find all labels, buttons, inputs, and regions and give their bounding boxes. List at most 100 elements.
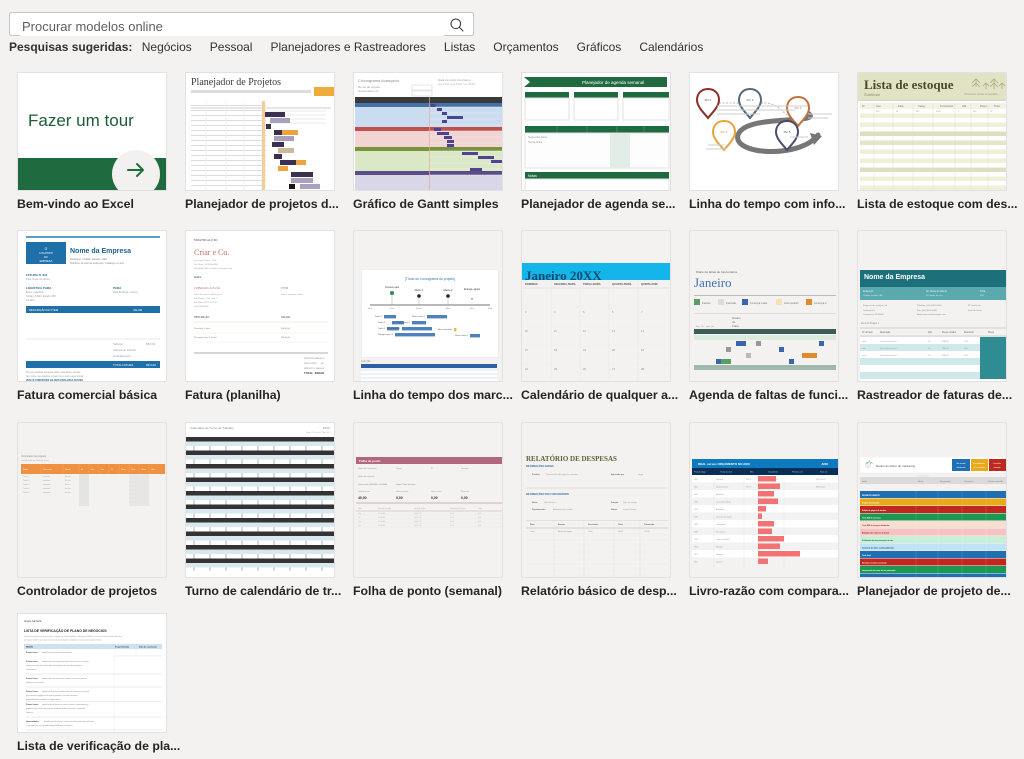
svg-text:DESCONTO: DESCONTO (304, 362, 317, 365)
svg-text:R$1,00: R$1,00 (746, 479, 752, 481)
svg-text:Data da fatura: Data da fatura (968, 309, 983, 312)
svg-text:Teste A/B de imagens aleatória: Teste A/B de imagens aleatórias (862, 524, 889, 527)
svg-text:Sr/ Nome do cliente: Sr/ Nome do cliente (926, 290, 948, 293)
svg-text:Qua: Qua (358, 521, 361, 523)
svg-text:Equipamento de: Equipamento de (716, 486, 728, 489)
svg-text:Publicação de demonstração do: Publicação de demonstração do site (862, 539, 893, 542)
svg-text:Preço: Preço (988, 331, 995, 334)
svg-text:Dados do plano de marketing: Dados do plano de marketing (876, 464, 916, 468)
svg-text:Cronograma Avançado: Cronograma Avançado (358, 78, 400, 83)
svg-text:VALOR: VALOR (133, 308, 142, 312)
svg-text:20: 20 (612, 348, 615, 352)
svg-text:FATURA N. 001: FATURA N. 001 (26, 273, 48, 277)
svg-text:DESCRIÇÃO DO ITEM: DESCRIÇÃO DO ITEM (29, 307, 59, 312)
svg-text:Segunda-feira: Segunda-feira (528, 135, 547, 139)
svg-text:Para: Nome do cliente...: Para: Nome do cliente... (26, 278, 52, 281)
svg-text:Ajuda de viagem: Ajuda de viagem (558, 530, 573, 533)
svg-text:11: 11 (554, 329, 557, 333)
svg-text:Título do item: Título do item (720, 471, 732, 474)
svg-text:Cidade, estado CEP: Cidade, estado CEP (863, 294, 883, 297)
svg-text:Teste: Teste (588, 530, 593, 533)
svg-text:Projeto de conteúdo: Projeto de conteúdo (862, 502, 880, 505)
svg-text:Ter: Ter (701, 326, 704, 328)
svg-text:Tarefa 5: Tarefa 5 (23, 492, 30, 494)
svg-text:Email: pessoa@exemplo.com: Email: pessoa@exemplo.com (917, 314, 946, 316)
svg-text:25: 25 (554, 367, 557, 371)
svg-text:Data de conclusão: Data de conclusão (139, 646, 157, 649)
svg-text:Seu nome, seu telefone número: Seu nome, seu telefone número ou e-mail,… (26, 375, 84, 378)
svg-text:Total: Total (994, 104, 1000, 108)
svg-text:Comentário: Comentário (964, 480, 973, 483)
svg-text:TOTAL FATURA: TOTAL FATURA (113, 363, 133, 367)
svg-text:Pin 2: Pin 2 (747, 98, 754, 102)
svg-text:Marco 1: Marco 1 (415, 289, 424, 292)
svg-text:negócios.: negócios. (26, 712, 34, 714)
svg-text:VALOR: VALOR (281, 316, 290, 319)
svg-text:Em andamento: Em andamento (973, 462, 985, 465)
svg-text:Conteúdo de redes sociais publ: Conteúdo de redes sociais publicado (862, 547, 895, 550)
svg-text:Orçamento: Orçamento (768, 471, 779, 474)
svg-text:00:00 AM: 00:00 AM (378, 524, 386, 527)
svg-text:Tarefa 4: Tarefa 4 (23, 488, 30, 490)
svg-text:R$1,00: R$1,00 (746, 487, 752, 489)
svg-text:São Paulo, SP 00 000-000: São Paulo, SP 00 000-000 (194, 301, 218, 304)
svg-text:Feriado: Feriado (726, 301, 737, 305)
svg-text:8,00: 8,00 (478, 525, 481, 527)
svg-text:Endereço, Cidade, Estado, CEP: Endereço, Cidade, Estado, CEP (70, 257, 107, 261)
svg-text:Previsto até: Previsto até (792, 471, 803, 474)
svg-text:Nome: Nome (23, 469, 29, 471)
svg-text:Jorge: Jorge (638, 474, 644, 476)
svg-text:R$0,00: R$0,00 (942, 341, 949, 343)
svg-text:00X4: 00X4 (694, 502, 698, 504)
svg-text:Tarefa 2: Tarefa 2 (23, 480, 30, 482)
svg-text:00X5: 00X5 (694, 509, 698, 511)
svg-text:e que oferecem uma grande opor: e que oferecem uma grande oportunidade p… (26, 724, 74, 727)
svg-text:00:00 PM: 00:00 PM (414, 521, 422, 523)
svg-text:Hora de saída: Hora de saída (414, 508, 425, 510)
svg-text:Real até: Real até (820, 471, 828, 474)
svg-text:00X1: 00X1 (694, 479, 698, 481)
svg-text:Entrega marco 2: Entrega marco 2 (378, 333, 394, 336)
svg-text:Terça-feira: Terça-feira (528, 140, 543, 144)
svg-text:Fim: Fim (91, 469, 95, 471)
svg-text:00:00: 00:00 (450, 525, 454, 527)
svg-text:Nome da empresa: Nome da empresa (358, 476, 375, 478)
svg-text:Lançamento do novo site de pro: Lançamento do novo site de promoção (862, 569, 896, 572)
svg-text:DESCRIÇÃO: DESCRIÇÃO (194, 316, 209, 319)
svg-text:Procurar neste inventário: Procurar neste inventário (964, 92, 998, 96)
svg-text:Pin 4: Pin 4 (721, 130, 728, 134)
svg-text:Valor: Valor (618, 523, 623, 526)
svg-text:Cargo: Cargo (396, 468, 402, 470)
svg-text:Categ: Categ (918, 104, 925, 108)
svg-text:Descrição do item 3: Descrição do item 3 (880, 354, 899, 357)
svg-text:Revisão executiva concluída: Revisão executiva concluída (862, 562, 887, 565)
svg-text:Marco atividade: Marco atividade (438, 328, 453, 331)
svg-text:COBRANÇA Prefix: COBRANÇA Prefix (194, 286, 221, 290)
svg-text:oficialmente: oficialmente (956, 466, 965, 469)
svg-text:R$00,00: R$00,00 (315, 372, 325, 375)
svg-text:Prior: Prior (131, 469, 136, 471)
svg-text:Data de conclusão: Data de conclusão (988, 480, 1003, 483)
svg-text:Morte: Argentina: Morte: Argentina (26, 291, 44, 294)
svg-text:Em dia: Em dia (65, 476, 71, 478)
svg-text:10%: 10% (964, 348, 968, 350)
svg-text:Teste final: Teste final (862, 554, 871, 557)
svg-text:Desconto: Desconto (964, 331, 974, 334)
svg-text:Nome da Empresa: Nome da Empresa (70, 248, 131, 255)
svg-text:Pin 3: Pin 3 (795, 106, 802, 110)
svg-text:DOMINGO: DOMINGO (525, 282, 538, 286)
svg-text:Fornecedor: Fornecedor (940, 104, 953, 108)
svg-text:Pontos fortes:: Pontos fortes: (26, 677, 39, 680)
svg-text:Função: Função (611, 501, 619, 504)
svg-text:R$0,00: R$0,00 (942, 355, 949, 357)
svg-text:Rep. de vendas: Rep. de vendas (623, 502, 637, 504)
svg-text:seg 01/01 qua 03/01 sex 05/01: seg 01/01 qua 03/01 sex 05/01 (438, 82, 475, 86)
svg-text:Início: Início (390, 308, 396, 310)
svg-text:Custo: Custo (141, 468, 147, 471)
svg-text:Fase: Fase (368, 308, 373, 310)
svg-text:Data: Data (530, 523, 535, 526)
svg-text:Depto: Teste de depto: Depto: Teste de depto (396, 483, 416, 486)
svg-text:xxxx: xxxx (862, 341, 866, 343)
svg-text:R$00,00: R$00,00 (316, 357, 325, 360)
svg-text:R$ 0,00: R$ 0,00 (146, 363, 156, 367)
